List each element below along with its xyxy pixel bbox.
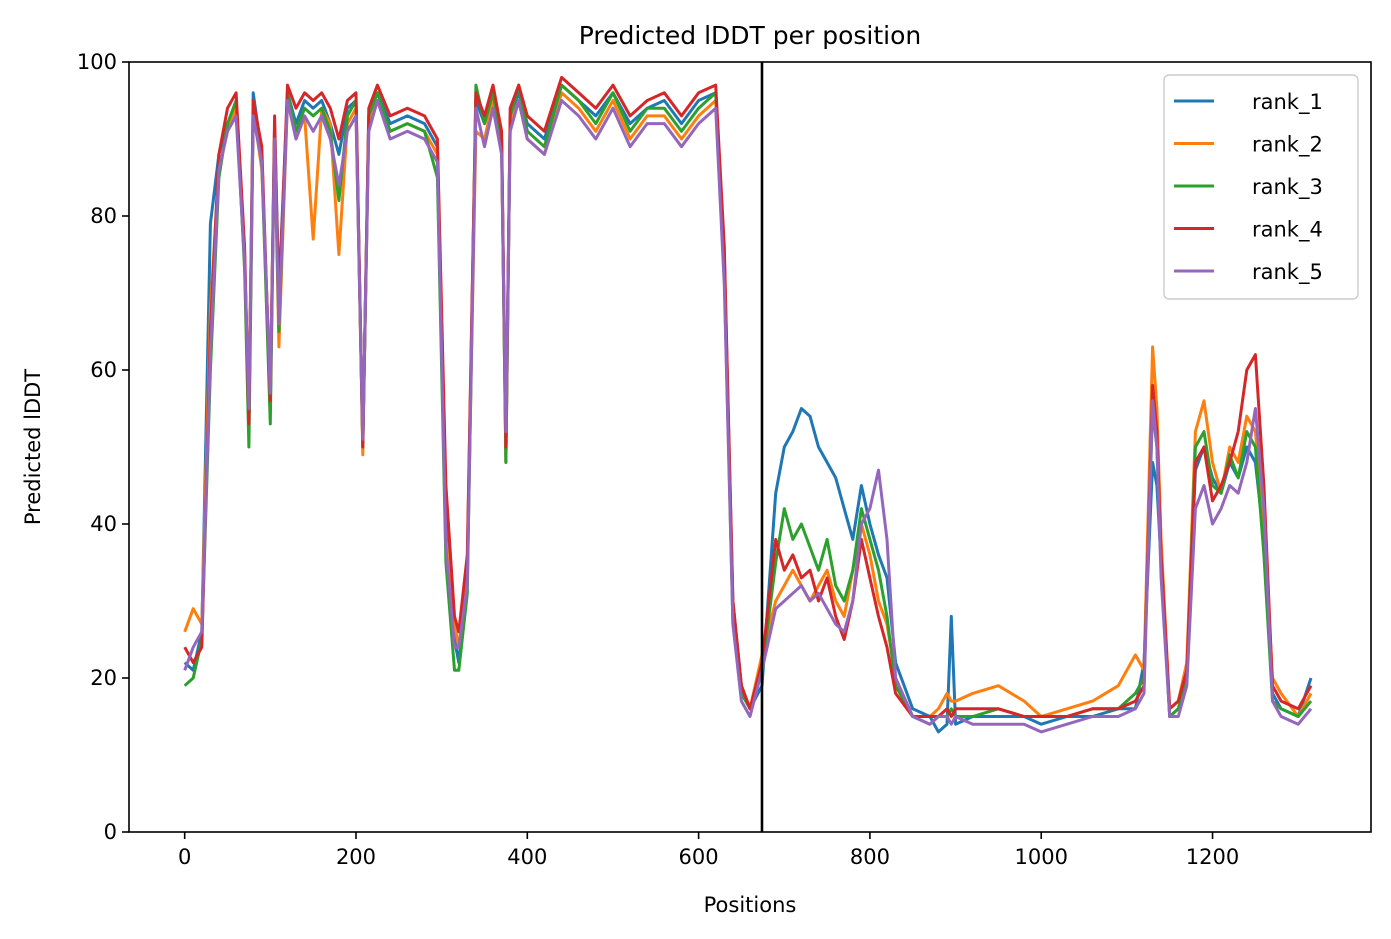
- y-tick-label: 60: [90, 358, 117, 382]
- x-tick-label: 1000: [1015, 845, 1068, 869]
- series-line-rank_5: [183, 99, 1313, 734]
- x-tick-label: 0: [178, 845, 191, 869]
- legend-label-rank_3: rank_3: [1252, 175, 1323, 200]
- legend-label-rank_4: rank_4: [1252, 218, 1323, 243]
- x-axis-label: Positions: [704, 893, 797, 917]
- chart-title: Predicted lDDT per position: [579, 21, 921, 50]
- legend-label-rank_5: rank_5: [1252, 260, 1323, 285]
- legend-box: [1163, 74, 1359, 300]
- legend-label-rank_1: rank_1: [1252, 90, 1323, 115]
- x-tick-label: 1200: [1186, 845, 1239, 869]
- x-tick-label: 800: [850, 845, 890, 869]
- legend: rank_1 rank_2 rank_3 rank_4 rank_5: [1163, 74, 1359, 300]
- y-tick-label: 40: [90, 512, 117, 536]
- y-tick-label: 100: [77, 50, 117, 74]
- x-axis: 0 200 400 600 800 1000 1200: [178, 832, 1239, 869]
- x-tick-label: 200: [336, 845, 376, 869]
- y-axis-label: Predicted lDDT: [21, 369, 45, 525]
- legend-label-rank_2: rank_2: [1252, 133, 1323, 158]
- x-tick-label: 400: [507, 845, 547, 869]
- x-tick-label: 600: [679, 845, 719, 869]
- y-tick-label: 80: [90, 204, 117, 228]
- y-axis: 0 20 40 60 80 100: [77, 50, 129, 844]
- series-layer: [183, 75, 1313, 734]
- y-tick-label: 0: [104, 820, 117, 844]
- y-tick-label: 20: [90, 666, 117, 690]
- plot-frame: [128, 61, 1372, 833]
